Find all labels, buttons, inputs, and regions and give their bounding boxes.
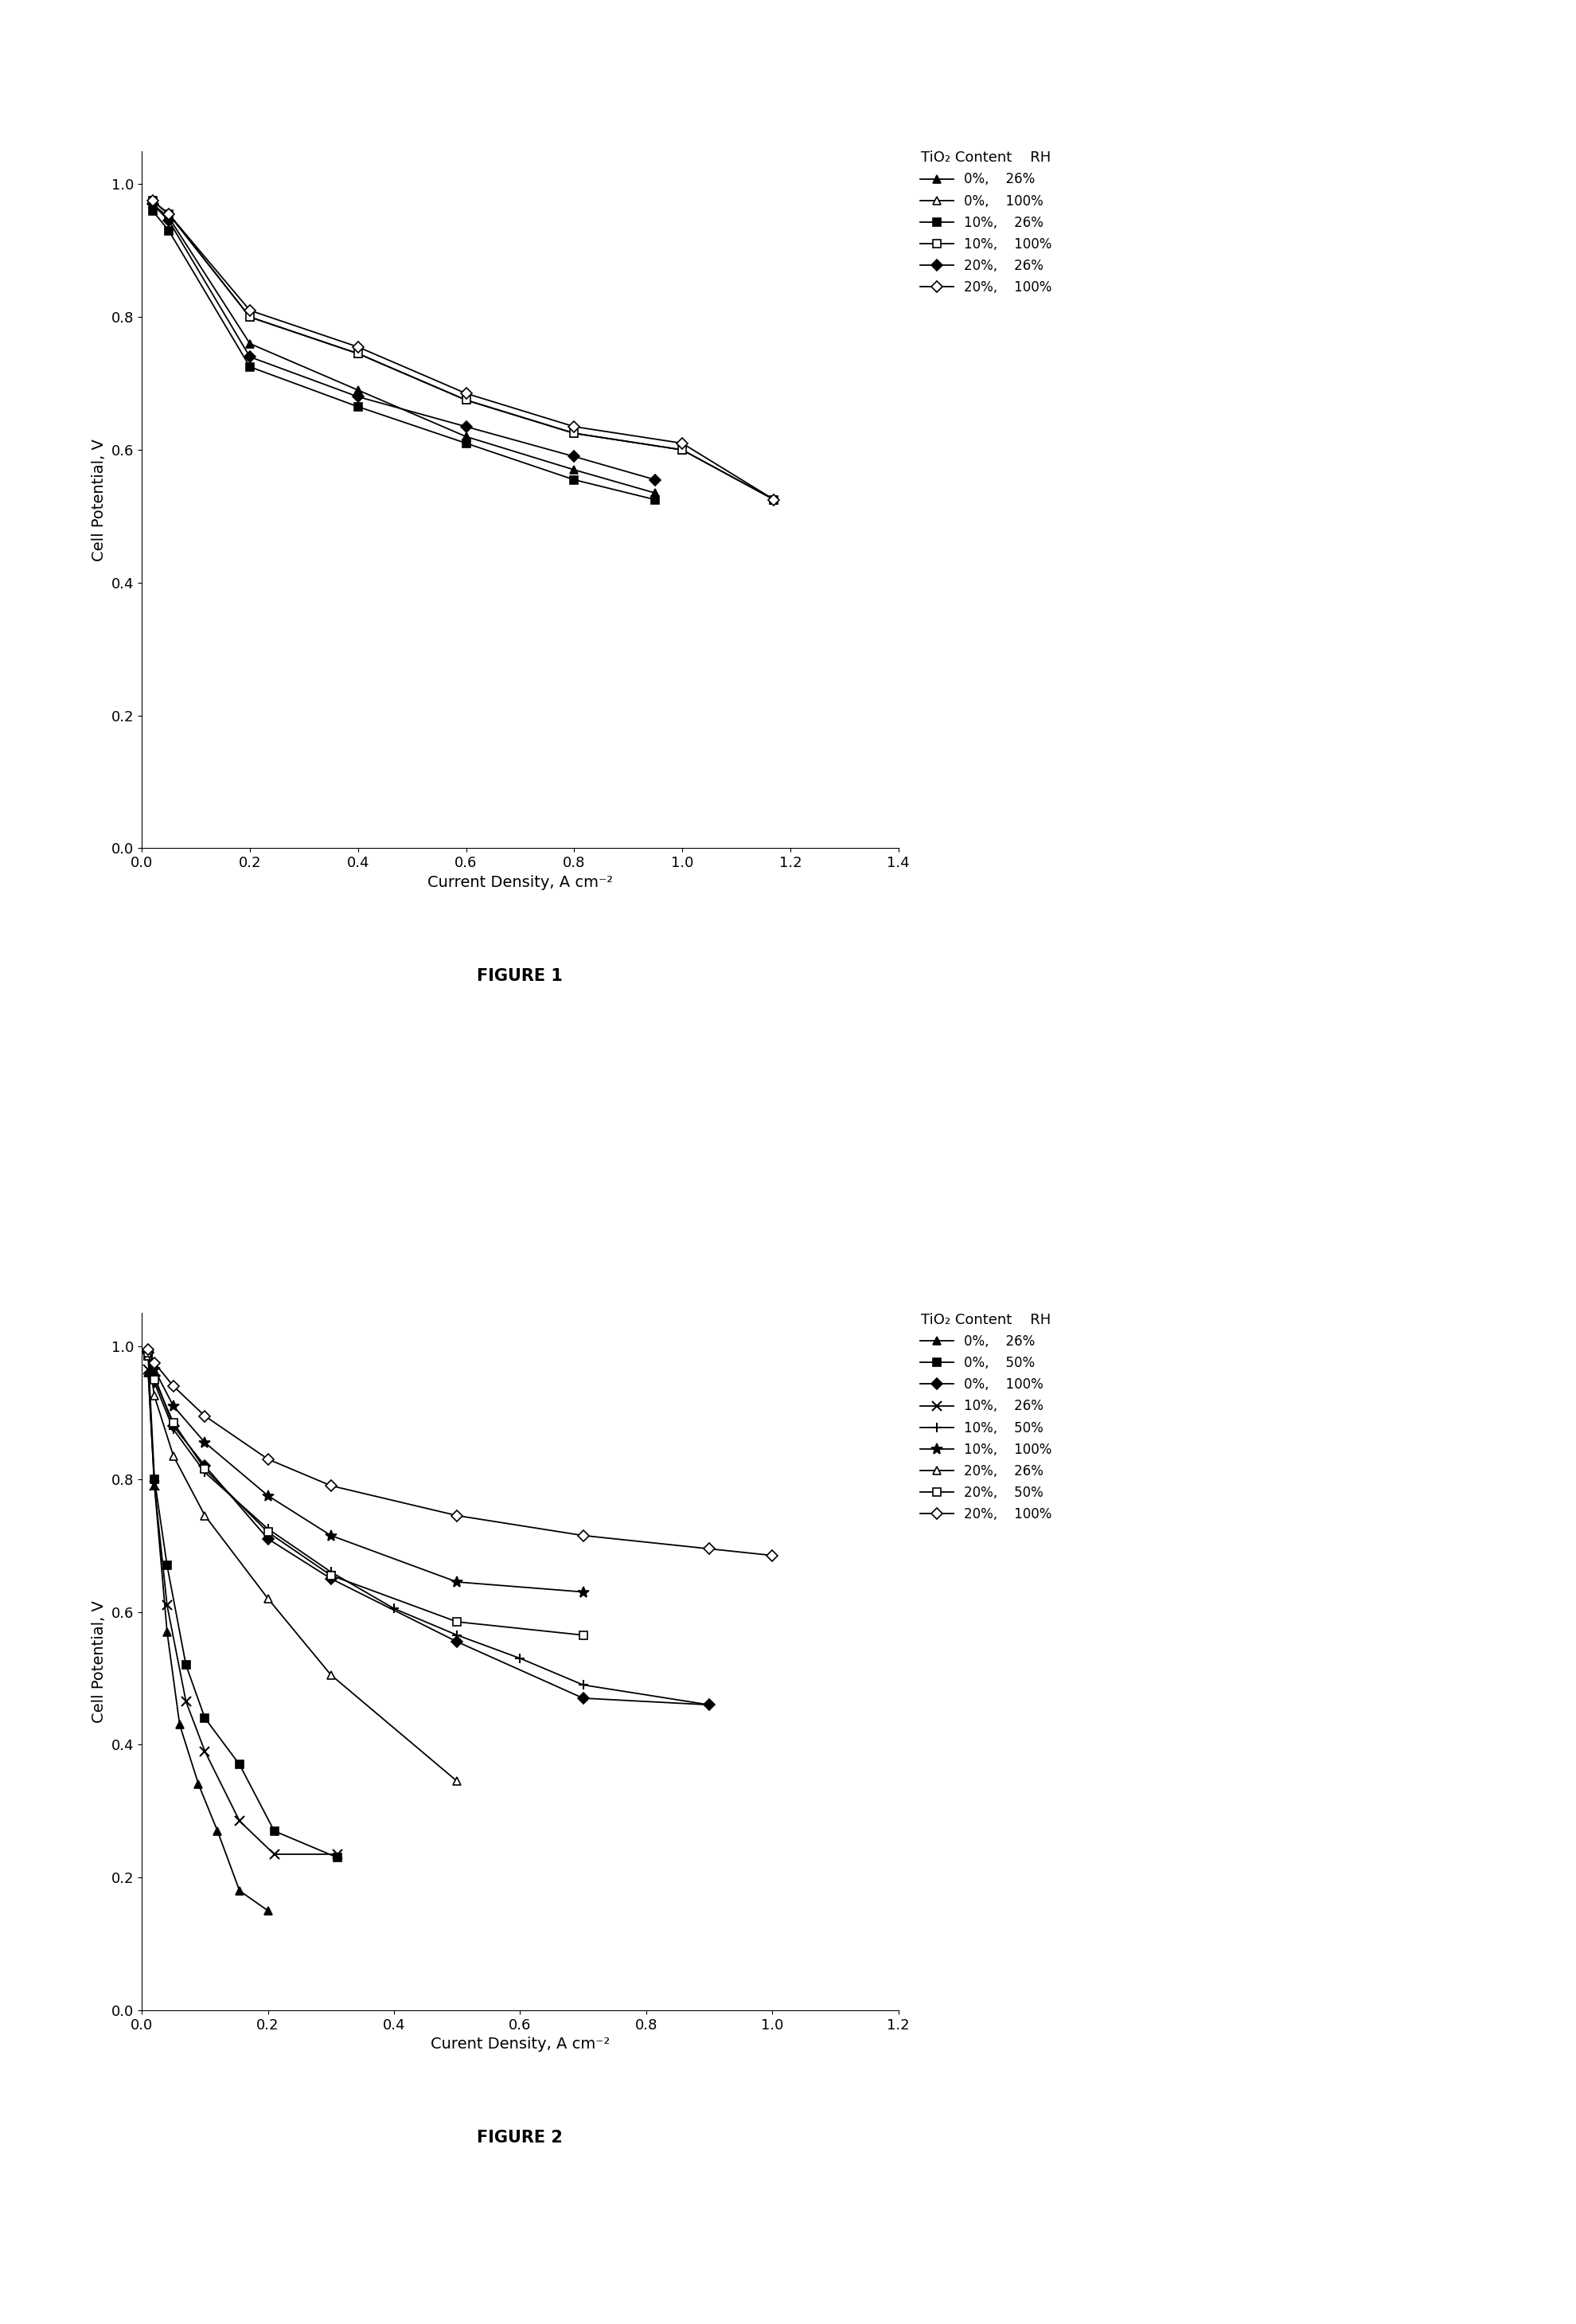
Y-axis label: Cell Potential, V: Cell Potential, V xyxy=(91,1601,107,1722)
Y-axis label: Cell Potential, V: Cell Potential, V xyxy=(91,439,107,560)
X-axis label: Curent Density, A cm⁻²: Curent Density, A cm⁻² xyxy=(430,2036,610,2052)
X-axis label: Current Density, A cm⁻²: Current Density, A cm⁻² xyxy=(427,874,613,890)
Legend: 0%,    26%, 0%,    100%, 10%,    26%, 10%,    100%, 20%,    26%, 20%,    100%: 0%, 26%, 0%, 100%, 10%, 26%, 10%, 100%, … xyxy=(920,151,1051,295)
Text: FIGURE 2: FIGURE 2 xyxy=(478,2131,563,2145)
Legend: 0%,    26%, 0%,    50%, 0%,    100%, 10%,    26%, 10%,    50%, 10%,    100%, 20%: 0%, 26%, 0%, 50%, 0%, 100%, 10%, 26%, 10… xyxy=(920,1313,1051,1522)
Text: FIGURE 1: FIGURE 1 xyxy=(478,969,563,983)
